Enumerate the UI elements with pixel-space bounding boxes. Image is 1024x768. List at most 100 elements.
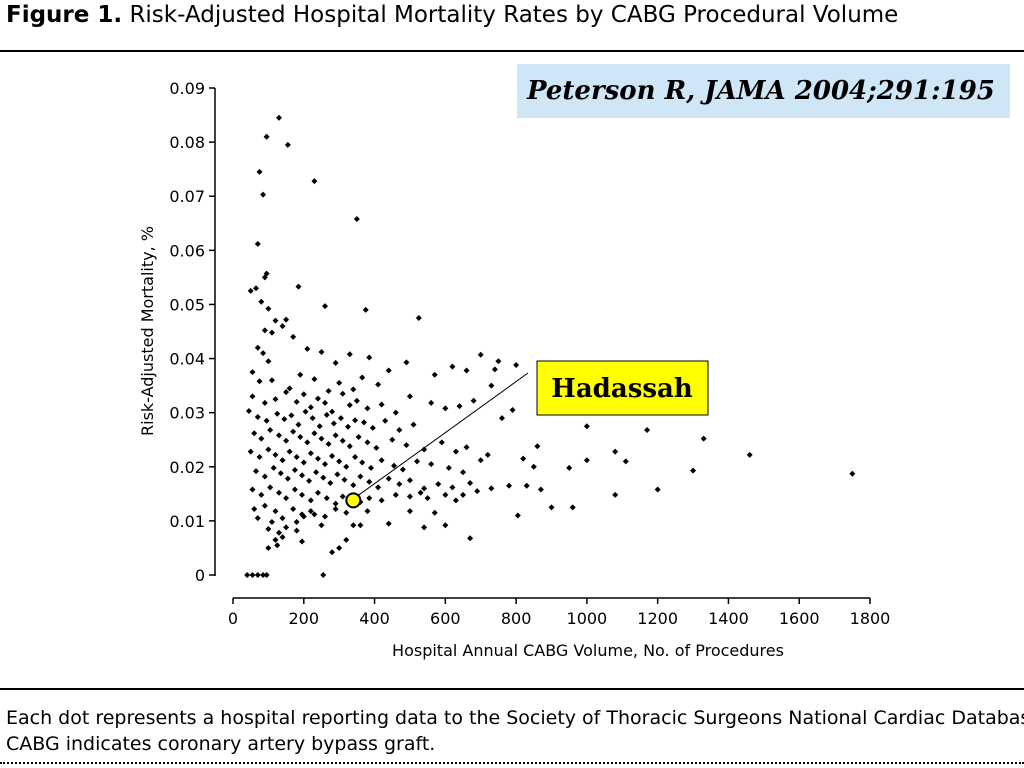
data-point	[304, 439, 311, 446]
data-point	[307, 404, 314, 411]
data-point	[339, 493, 346, 500]
data-point	[332, 432, 339, 439]
data-point	[251, 430, 258, 437]
data-point	[435, 481, 442, 488]
data-point	[378, 401, 385, 408]
data-point	[622, 458, 629, 465]
data-point	[345, 423, 352, 430]
data-point	[385, 475, 392, 482]
figure-label: Figure 1.	[6, 2, 123, 28]
x-tick-label: 1000	[567, 609, 608, 628]
data-point	[336, 458, 343, 465]
data-point	[403, 359, 410, 366]
data-point	[283, 316, 290, 323]
data-point	[272, 508, 279, 515]
data-point	[378, 497, 385, 504]
data-point	[513, 362, 520, 369]
data-point	[431, 371, 438, 378]
x-tick-label: 1600	[779, 609, 820, 628]
data-point	[343, 509, 350, 516]
data-point	[364, 508, 371, 515]
data-point	[254, 344, 261, 351]
data-point	[514, 512, 521, 519]
data-point	[256, 454, 263, 461]
data-point	[249, 572, 256, 578]
data-point	[654, 486, 661, 493]
data-point	[261, 473, 268, 480]
citation-text: Peterson R, JAMA 2004;291:195	[527, 76, 995, 106]
data-point	[272, 317, 279, 324]
data-point	[700, 435, 707, 442]
data-point	[311, 511, 318, 518]
data-point	[274, 410, 281, 417]
data-point	[359, 374, 366, 381]
data-point	[343, 536, 350, 543]
data-point	[350, 386, 357, 393]
data-point	[346, 351, 353, 358]
y-tick-label: 0.05	[169, 295, 205, 314]
data-point	[396, 426, 403, 433]
data-point	[341, 476, 348, 483]
data-point	[467, 480, 474, 487]
data-point	[569, 504, 576, 511]
data-point	[337, 415, 344, 422]
data-point	[318, 435, 325, 442]
data-point	[265, 526, 272, 533]
data-point	[537, 486, 544, 493]
data-point	[249, 393, 256, 400]
data-point	[428, 461, 435, 468]
data-point	[284, 141, 291, 148]
data-point	[353, 215, 360, 222]
bottom-dotted-rule	[0, 762, 1024, 764]
data-point	[300, 459, 307, 466]
data-point	[369, 424, 376, 431]
caption-rule	[0, 688, 1024, 690]
data-point	[279, 534, 286, 541]
highlight-marker	[345, 492, 362, 509]
data-point	[477, 351, 484, 358]
data-point	[254, 572, 261, 578]
data-point	[325, 441, 332, 448]
data-point	[325, 388, 332, 395]
data-point	[382, 417, 389, 424]
caption-line-2: CABG indicates coronary artery bypass gr…	[6, 733, 436, 755]
data-point	[297, 371, 304, 378]
data-point	[498, 415, 505, 422]
data-point	[350, 522, 357, 529]
data-point	[263, 572, 270, 578]
data-point	[290, 505, 297, 512]
data-point	[346, 402, 353, 409]
data-point	[297, 434, 304, 441]
data-point	[258, 491, 265, 498]
data-point	[332, 505, 339, 512]
data-point	[304, 345, 311, 352]
data-point	[336, 379, 343, 386]
data-point	[332, 500, 339, 507]
data-point	[484, 451, 491, 458]
data-point	[849, 470, 856, 477]
data-point	[307, 497, 314, 504]
figure-title-text: Risk-Adjusted Hospital Mortality Rates b…	[129, 2, 899, 28]
data-point	[362, 306, 369, 313]
y-tick-label: 0.04	[169, 350, 205, 369]
data-point	[256, 378, 263, 385]
x-tick-label: 800	[501, 609, 532, 628]
data-point	[431, 509, 438, 516]
data-point	[329, 408, 336, 415]
data-point	[279, 515, 286, 522]
data-point	[375, 381, 382, 388]
data-point	[295, 421, 302, 428]
data-point	[491, 366, 498, 373]
data-point	[364, 405, 371, 412]
data-point	[474, 488, 481, 495]
data-point	[452, 448, 459, 455]
data-point	[316, 423, 323, 430]
data-point	[506, 482, 513, 489]
data-point	[339, 390, 346, 397]
data-point	[463, 367, 470, 374]
data-point	[290, 428, 297, 435]
data-point	[268, 518, 275, 525]
data-point	[375, 484, 382, 491]
data-point	[357, 522, 364, 529]
data-point	[360, 419, 367, 426]
